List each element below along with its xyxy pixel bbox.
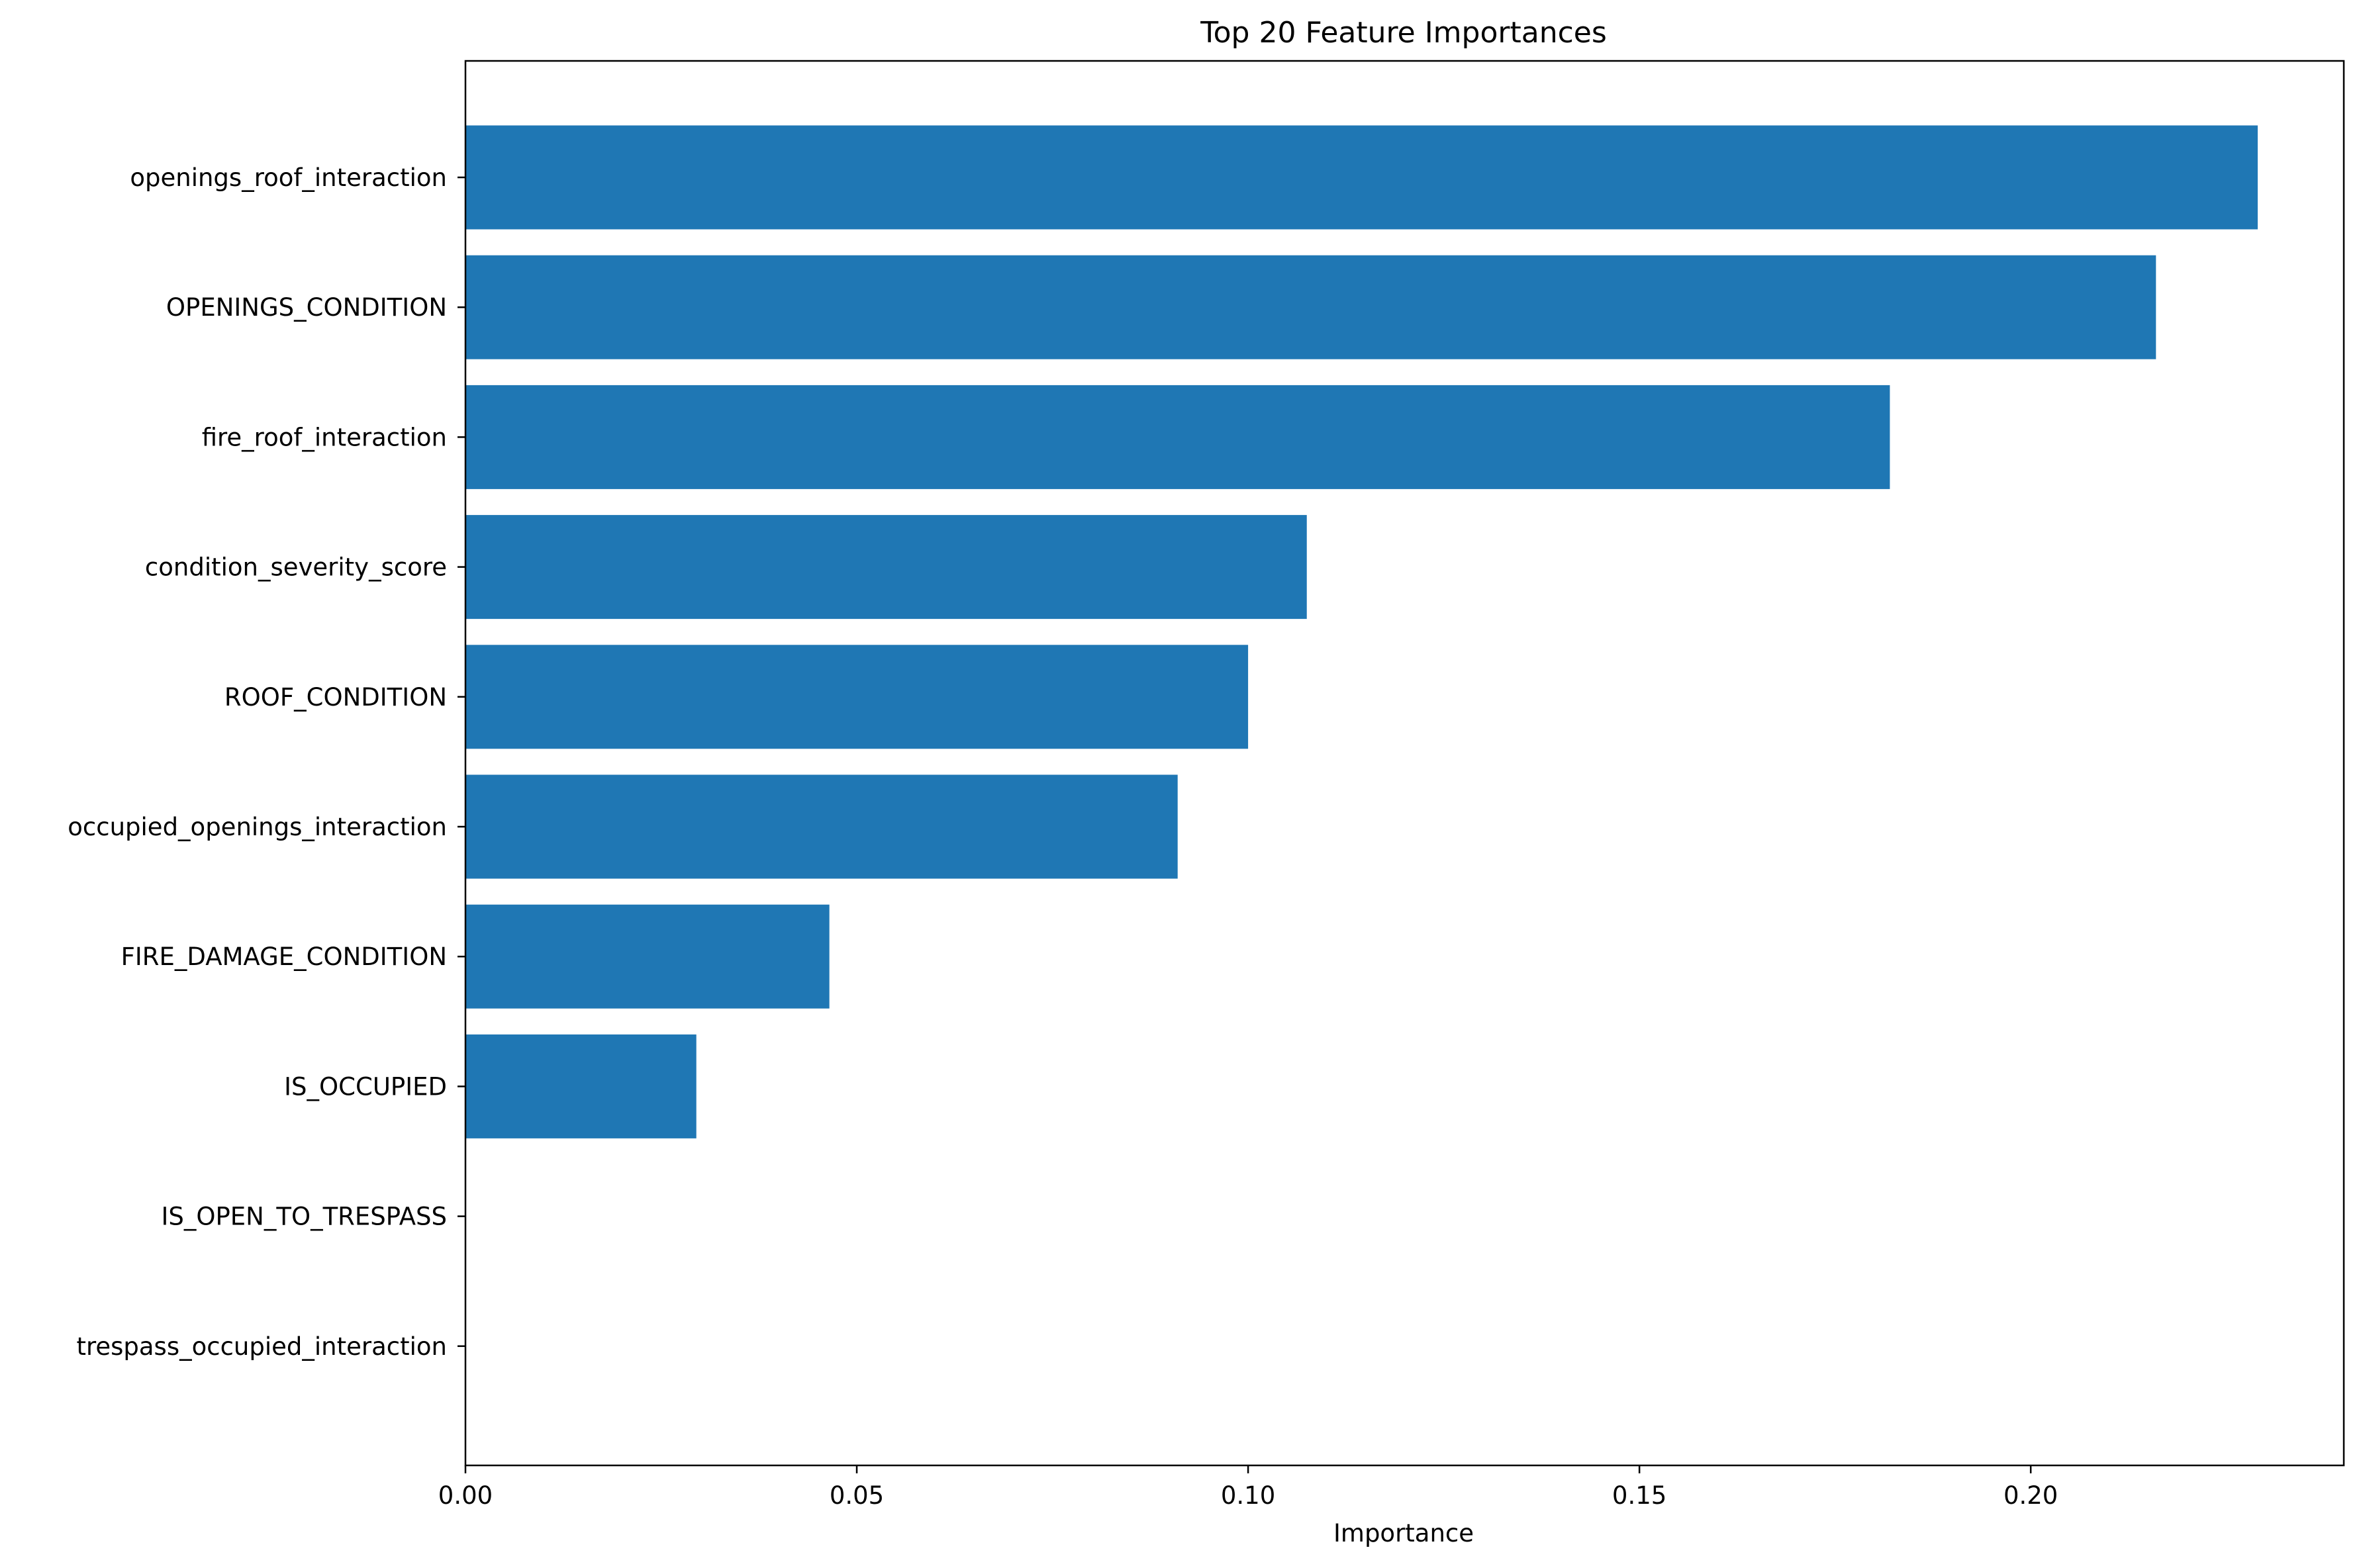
bar bbox=[465, 515, 1307, 620]
x-tick-label: 0.20 bbox=[2003, 1481, 2058, 1510]
y-tick-label: IS_OPEN_TO_TRESPASS bbox=[161, 1203, 447, 1231]
y-tick-label: fire_roof_interaction bbox=[202, 423, 447, 451]
x-tick-label: 0.15 bbox=[1612, 1481, 1666, 1510]
y-tick-label: FIRE_DAMAGE_CONDITION bbox=[121, 943, 447, 971]
x-tick-label: 0.05 bbox=[830, 1481, 884, 1510]
bar bbox=[465, 774, 1178, 879]
x-axis: 0.00 0.05 0.10 0.15 0.20 bbox=[438, 1465, 2058, 1510]
bar bbox=[465, 255, 2156, 359]
y-tick-label: ROOF_CONDITION bbox=[224, 683, 447, 712]
x-axis-label: Importance bbox=[1333, 1519, 1474, 1547]
y-tick-label: openings_roof_interaction bbox=[130, 163, 447, 192]
y-tick-label: OPENINGS_CONDITION bbox=[166, 293, 447, 322]
chart-title: Top 20 Feature Importances bbox=[1200, 16, 1607, 50]
bar bbox=[465, 904, 830, 1009]
x-tick-label: 0.10 bbox=[1221, 1481, 1275, 1510]
y-axis: openings_roof_interaction OPENINGS_CONDIT… bbox=[68, 163, 465, 1361]
bar bbox=[465, 385, 1890, 489]
bars-layer bbox=[465, 125, 2258, 1138]
y-tick-label: condition_severity_score bbox=[145, 553, 447, 582]
bar bbox=[465, 1034, 697, 1138]
bar bbox=[465, 645, 1249, 749]
bar bbox=[465, 125, 2258, 230]
x-tick-label: 0.00 bbox=[438, 1481, 493, 1510]
y-tick-label: occupied_openings_interaction bbox=[68, 813, 447, 841]
y-tick-label: IS_OCCUPIED bbox=[284, 1072, 447, 1101]
plot-frame bbox=[464, 60, 2345, 1467]
y-tick-label: trespass_occupied_interaction bbox=[76, 1332, 447, 1361]
